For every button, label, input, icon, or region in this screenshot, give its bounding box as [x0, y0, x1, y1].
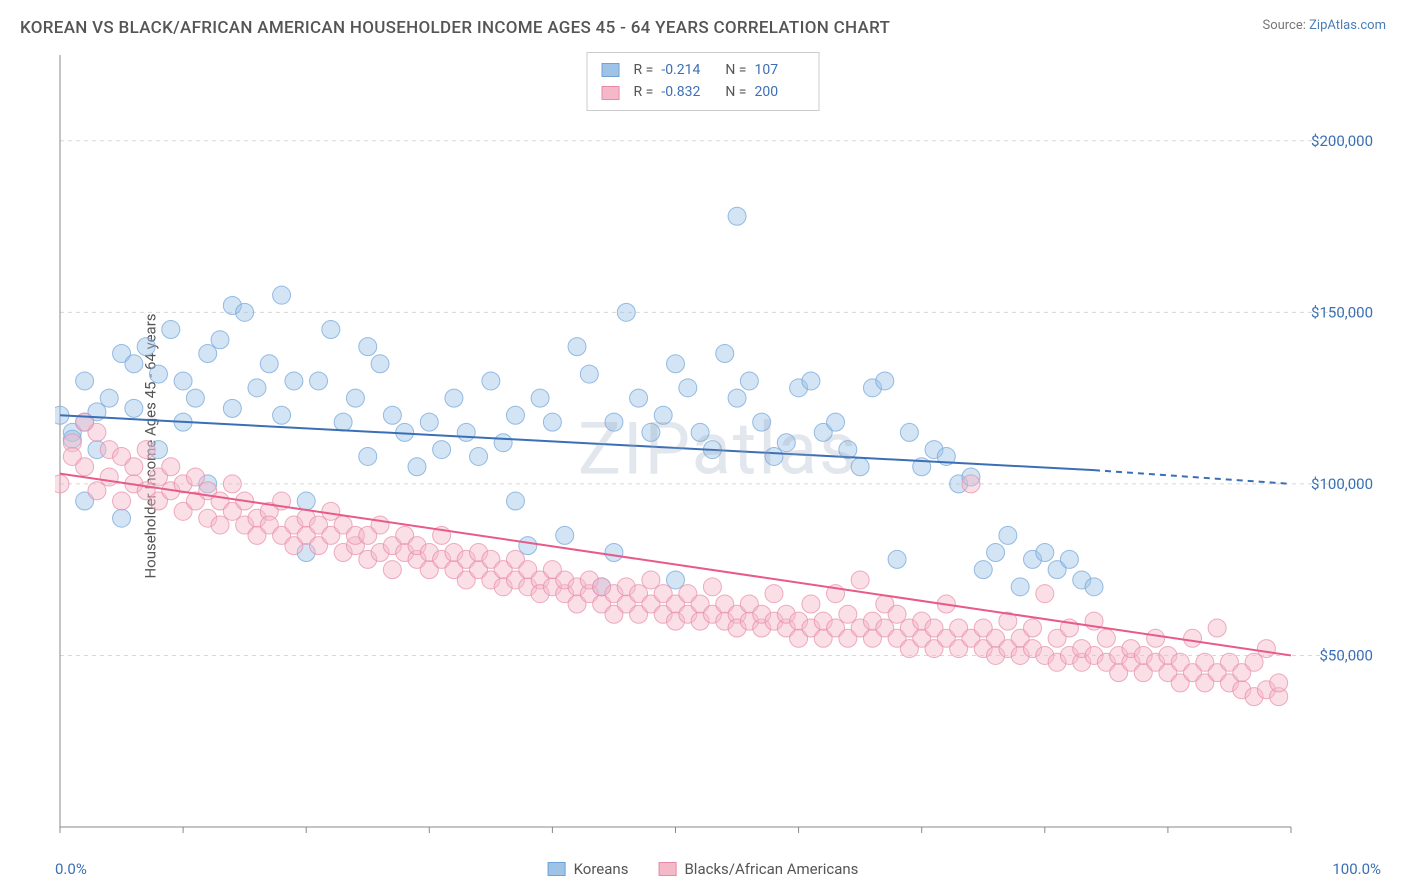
n-value-koreans: 107 [754, 59, 804, 81]
legend-row-koreans: R = -0.214 N = 107 [602, 59, 805, 81]
correlation-legend: R = -0.214 N = 107 R = -0.832 N = 200 [587, 52, 820, 111]
series-legend: Koreans Blacks/African Americans [548, 860, 859, 878]
svg-text:$50,000: $50,000 [1319, 646, 1373, 664]
r-value-blacks: -0.832 [661, 81, 711, 103]
scatter-svg: $50,000 $100,000 $150,000 $200,000 [55, 50, 1381, 847]
swatch-koreans [548, 862, 566, 876]
svg-text:$200,000: $200,000 [1311, 132, 1373, 150]
r-label: R = [634, 59, 654, 81]
svg-text:$150,000: $150,000 [1311, 303, 1373, 321]
legend-item-blacks: Blacks/African Americans [658, 860, 858, 878]
r-value-koreans: -0.214 [661, 59, 711, 81]
legend-label-blacks: Blacks/African Americans [684, 860, 858, 878]
swatch-blacks [658, 862, 676, 876]
legend-item-koreans: Koreans [548, 860, 629, 878]
svg-text:$100,000: $100,000 [1311, 475, 1373, 493]
source-link[interactable]: ZipAtlas.com [1309, 18, 1386, 33]
source-prefix: Source: [1262, 18, 1309, 33]
n-label: N = [725, 81, 746, 103]
legend-label-koreans: Koreans [574, 860, 629, 878]
r-label: R = [634, 81, 654, 103]
x-axis-start-label: 0.0% [55, 860, 87, 878]
x-axis-end-label: 100.0% [1332, 860, 1381, 878]
n-label: N = [725, 59, 746, 81]
legend-row-blacks: R = -0.832 N = 200 [602, 81, 805, 103]
swatch-koreans [602, 63, 620, 77]
source-attribution: Source: ZipAtlas.com [1262, 18, 1386, 33]
chart-title: KOREAN VS BLACK/AFRICAN AMERICAN HOUSEHO… [20, 18, 890, 38]
n-value-blacks: 200 [754, 81, 804, 103]
chart-plot-area: $50,000$100,000$150,000$200,000 ZIPatlas [55, 50, 1381, 847]
swatch-blacks [602, 86, 620, 100]
